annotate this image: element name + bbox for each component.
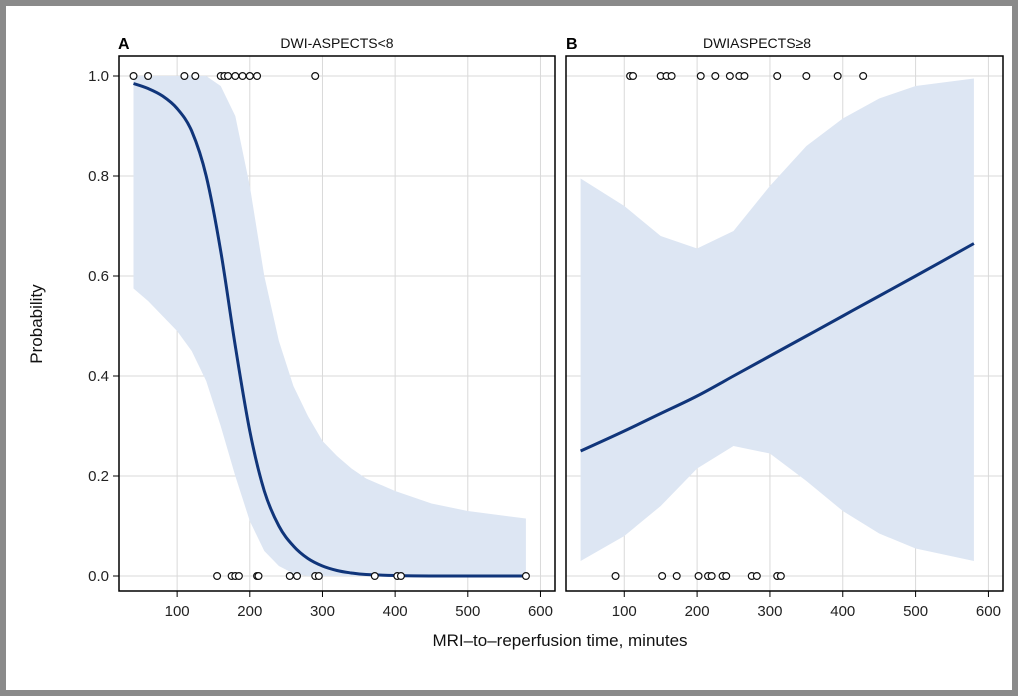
panel-b-point-top-6 <box>711 71 720 80</box>
panel-a-point-top-3 <box>191 71 200 80</box>
panel-a-x-tick-label-500: 500 <box>455 603 480 620</box>
panel-b-point-top-4 <box>667 71 676 80</box>
panel-b-confidence-band <box>580 78 974 561</box>
panel-b-point-bottom-0 <box>611 571 620 580</box>
panel-b-point-bottom-7 <box>722 571 731 580</box>
panel-b-point-bottom-2 <box>672 571 681 580</box>
panel-a: A DWI-ASPECTS<8 0.0 0.2 0.4 0.6 0.8 1.0 100 20… <box>88 35 556 620</box>
y-tick-label-1.0: 1.0 <box>88 68 109 85</box>
panel-b-observations <box>611 71 868 580</box>
panel-a-point-bottom-10 <box>370 571 379 580</box>
panel-a-confidence-band <box>133 76 526 576</box>
panel-b-x-tick-label-400: 400 <box>830 603 855 620</box>
panel-a-border <box>118 55 556 592</box>
panel-a-title: DWI-ASPECTS<8 <box>280 35 393 51</box>
panel-a-point-bottom-6 <box>285 571 294 580</box>
panel-b-point-top-10 <box>773 71 782 80</box>
panel-a-point-bottom-12 <box>396 571 405 580</box>
panel-b-x-tick-label-600: 600 <box>976 603 1001 620</box>
panel-a-point-top-10 <box>253 71 262 80</box>
panel-a-x-tick-label-400: 400 <box>383 603 408 620</box>
panel-a-point-top-8 <box>238 71 247 80</box>
panel-a-point-top-11 <box>311 71 320 80</box>
panel-a-point-top-2 <box>180 71 189 80</box>
panel-a-y-ticks: 0.0 0.2 0.4 0.6 0.8 1.0 <box>88 68 119 585</box>
panel-b-label: B <box>566 36 578 53</box>
panel-b-x-ticks: 100 200 300 400 500 600 <box>612 591 1001 620</box>
panel-b-point-bottom-1 <box>658 571 667 580</box>
panel-b-point-top-7 <box>725 71 734 80</box>
panel-b-title: DWIASPECTS≥8 <box>703 35 811 51</box>
panel-a-point-top-6 <box>224 71 233 80</box>
panel-a-x-tick-label-600: 600 <box>528 603 553 620</box>
panel-b: B DWIASPECTS≥8 100 200 300 400 500 600 <box>565 35 1004 620</box>
panel-a-point-top-9 <box>245 71 254 80</box>
panel-a-point-bottom-0 <box>213 571 222 580</box>
x-axis-label: MRI–to–reperfusion time, minutes <box>432 631 687 650</box>
panel-a-point-bottom-3 <box>234 571 243 580</box>
panel-a-probability-curve <box>133 82 526 578</box>
panel-a-observations <box>129 71 530 580</box>
panel-b-x-tick-label-500: 500 <box>903 603 928 620</box>
panel-b-x-tick-label-200: 200 <box>685 603 710 620</box>
panel-b-point-top-13 <box>859 71 868 80</box>
panel-a-point-top-7 <box>231 71 240 80</box>
panel-b-point-top-12 <box>833 71 842 80</box>
panel-a-point-bottom-9 <box>314 571 323 580</box>
panel-b-point-bottom-5 <box>707 571 716 580</box>
y-tick-label-0.8: 0.8 <box>88 168 109 185</box>
panel-b-x-tick-label-100: 100 <box>612 603 637 620</box>
y-tick-label-0.2: 0.2 <box>88 468 109 485</box>
panel-b-point-bottom-9 <box>752 571 761 580</box>
panel-a-x-tick-label-100: 100 <box>165 603 190 620</box>
panel-b-point-top-9 <box>740 71 749 80</box>
y-tick-label-0.6: 0.6 <box>88 268 109 285</box>
panel-b-border <box>565 55 1004 592</box>
panel-b-point-bottom-3 <box>694 571 703 580</box>
y-tick-label-0.4: 0.4 <box>88 368 109 385</box>
panel-a-x-tick-label-300: 300 <box>310 603 335 620</box>
y-tick-label-0.0: 0.0 <box>88 568 109 585</box>
panel-a-point-top-1 <box>144 71 153 80</box>
panel-b-x-tick-label-300: 300 <box>757 603 782 620</box>
panel-a-x-ticks: 100 200 300 400 500 600 <box>165 591 553 620</box>
panel-b-point-top-5 <box>696 71 705 80</box>
panel-a-point-bottom-13 <box>521 571 530 580</box>
panel-a-point-bottom-7 <box>293 571 302 580</box>
panel-b-probability-curve <box>579 242 975 453</box>
panel-a-x-tick-label-200: 200 <box>237 603 262 620</box>
panel-b-point-top-11 <box>802 71 811 80</box>
y-axis-label: Probability <box>27 284 46 364</box>
panel-a-point-bottom-5 <box>254 571 263 580</box>
panel-a-label: A <box>118 36 130 53</box>
panel-b-point-top-1 <box>629 71 638 80</box>
panel-b-point-bottom-11 <box>776 571 785 580</box>
panel-a-point-top-0 <box>129 71 138 80</box>
